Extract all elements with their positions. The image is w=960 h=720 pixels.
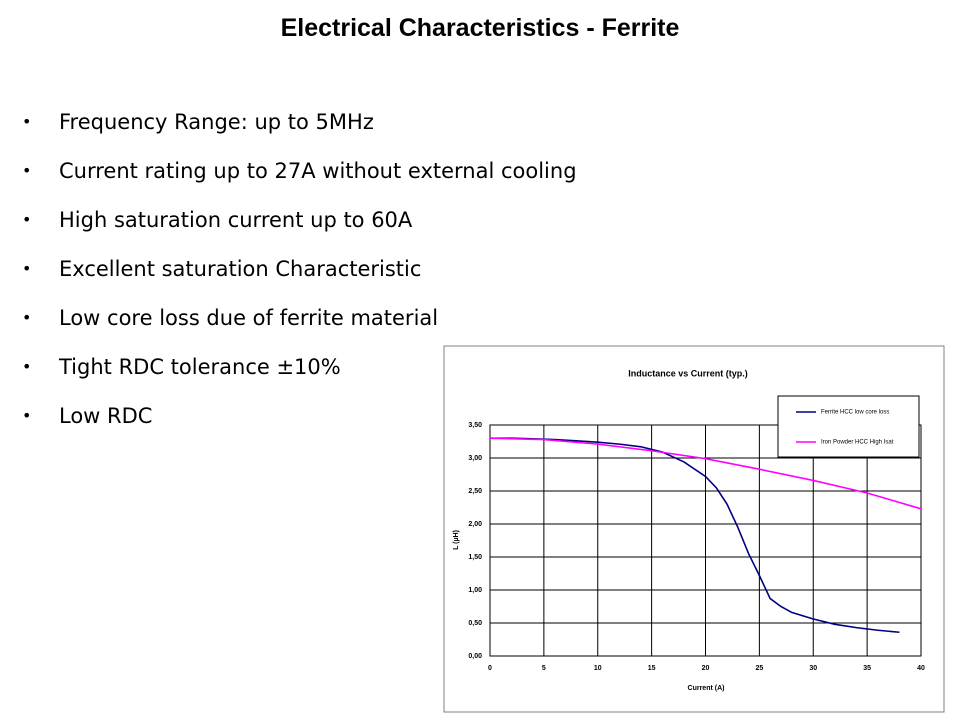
bullet: Current rating up to 27A without externa…: [0, 153, 577, 202]
x-tick-label: 5: [542, 665, 546, 672]
x-tick-label: 40: [917, 665, 925, 672]
bullet: Excellent saturation Characteristic: [0, 251, 577, 300]
series-line: [490, 437, 900, 634]
y-tick-label: 0,00: [468, 653, 482, 660]
x-tick-label: 25: [755, 665, 763, 672]
series-line: [489, 437, 922, 510]
bullet: Frequency Range: up to 5MHz: [0, 104, 577, 153]
y-tick-label: 3,00: [468, 455, 482, 462]
y-tick-label: 2,00: [468, 521, 482, 528]
x-tick-label: 35: [863, 665, 871, 672]
bullet: Low core loss due of ferrite material: [0, 300, 577, 349]
x-tick-label: 0: [488, 665, 492, 672]
x-tick-label: 20: [702, 665, 710, 672]
bullet: Tight RDC tolerance ±10%: [0, 349, 577, 398]
x-tick-label: 30: [809, 665, 817, 672]
x-tick-label: 15: [648, 665, 656, 672]
bullet-list: Frequency Range: up to 5MHzCurrent ratin…: [0, 104, 577, 447]
legend-box: [777, 395, 920, 458]
y-tick-label: 1,50: [468, 554, 482, 561]
y-axis-label: L (µH): [453, 530, 460, 550]
bullet: High saturation current up to 60A: [0, 202, 577, 251]
chart-title: Inductance vs Current (typ.): [628, 368, 748, 378]
y-tick-label: 2,50: [468, 488, 482, 495]
x-tick-label: 10: [594, 665, 602, 672]
slide-title: Electrical Characteristics - Ferrite: [280, 14, 680, 42]
x-axis-label: Current (A): [688, 685, 725, 692]
bullet: Low RDC: [0, 398, 577, 447]
legend-label: Iron Powder HCC High Isat: [821, 440, 894, 446]
y-tick-label: 3,50: [468, 422, 482, 429]
y-tick-label: 0,50: [468, 620, 482, 627]
legend-label: Ferrite HCC low core loss: [821, 410, 889, 416]
y-tick-label: 1,00: [468, 587, 482, 594]
